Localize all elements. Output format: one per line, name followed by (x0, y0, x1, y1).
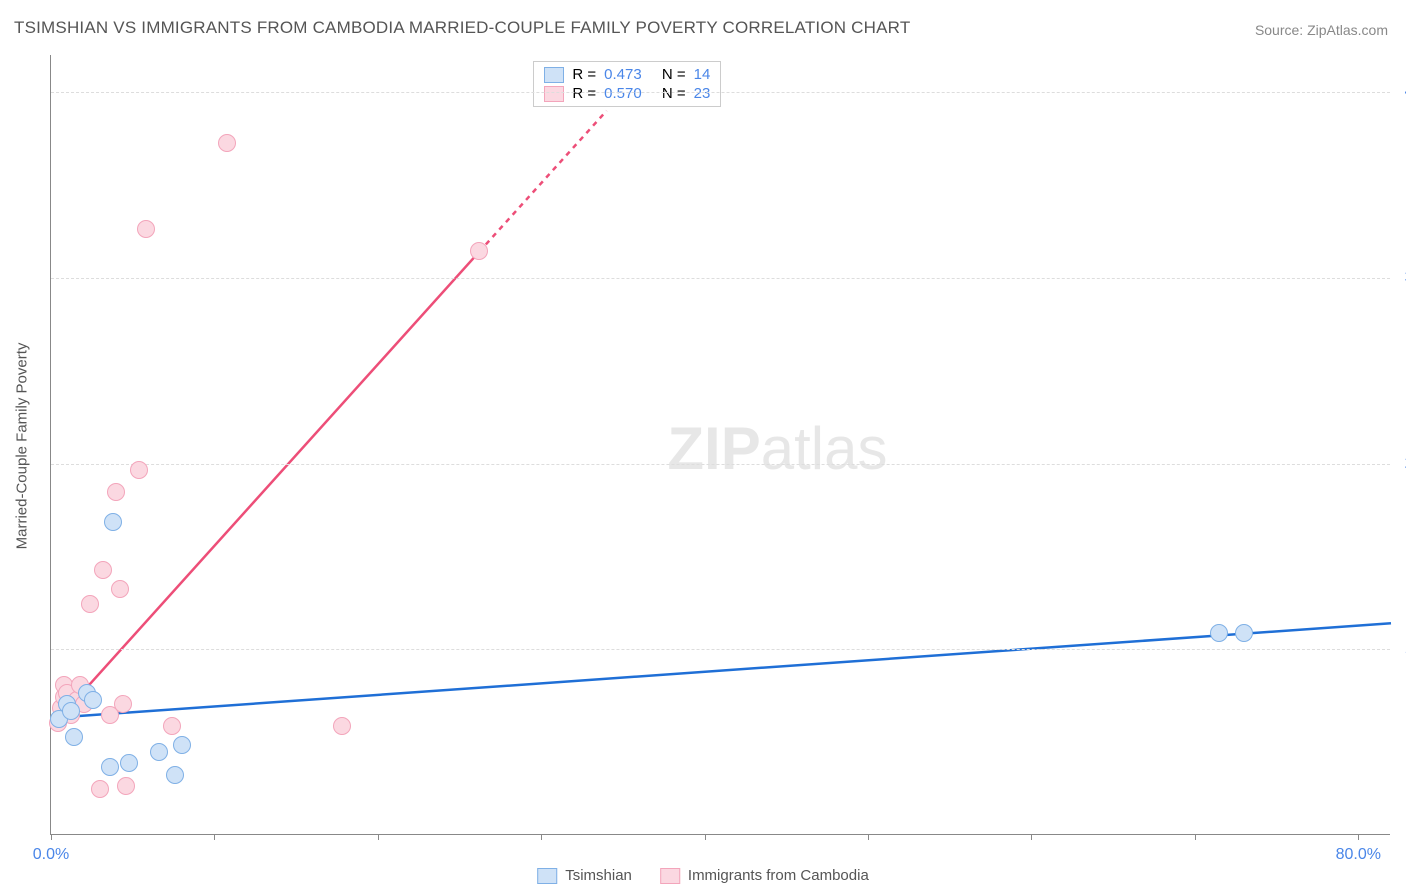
source-label: Source: ZipAtlas.com (1255, 22, 1388, 38)
swatch-series-a-bottom (537, 868, 557, 884)
point-series-b (218, 134, 236, 152)
grid-line (51, 92, 1390, 93)
point-series-a (1235, 624, 1253, 642)
x-tick-label: 80.0% (1336, 846, 1381, 864)
correlation-chart: TSIMSHIAN VS IMMIGRANTS FROM CAMBODIA MA… (0, 0, 1406, 892)
n-value-a: 14 (694, 66, 711, 83)
legend-label-b: Immigrants from Cambodia (688, 867, 869, 884)
x-tick (378, 834, 379, 840)
grid-line (51, 278, 1390, 279)
r-label-a: R = (572, 66, 596, 83)
x-tick (868, 834, 869, 840)
legend-label-a: Tsimshian (565, 867, 632, 884)
series-legend: Tsimshian Immigrants from Cambodia (537, 867, 869, 884)
chart-title: TSIMSHIAN VS IMMIGRANTS FROM CAMBODIA MA… (14, 18, 910, 38)
x-tick (541, 834, 542, 840)
point-series-b (91, 780, 109, 798)
n-value-b: 23 (694, 85, 711, 102)
swatch-series-b (544, 86, 564, 102)
point-series-a (120, 754, 138, 772)
trend-lines-svg (51, 55, 1391, 835)
point-series-a (84, 691, 102, 709)
point-series-b (107, 483, 125, 501)
x-tick-label: 0.0% (33, 846, 69, 864)
x-tick (1358, 834, 1359, 840)
x-tick (705, 834, 706, 840)
point-series-b (130, 461, 148, 479)
point-series-a (104, 513, 122, 531)
x-tick (51, 834, 52, 840)
x-tick (1195, 834, 1196, 840)
point-series-b (333, 717, 351, 735)
point-series-a (62, 702, 80, 720)
swatch-series-a (544, 67, 564, 83)
point-series-a (166, 766, 184, 784)
r-value-a: 0.473 (604, 66, 642, 83)
point-series-b (94, 561, 112, 579)
legend-item-b: Immigrants from Cambodia (660, 867, 869, 884)
point-series-b (470, 242, 488, 260)
grid-line (51, 464, 1390, 465)
point-series-b (111, 580, 129, 598)
r-value-b: 0.570 (604, 85, 642, 102)
x-tick (214, 834, 215, 840)
stats-row-b: R = 0.570 N = 23 (544, 85, 710, 102)
n-label-a: N = (662, 66, 686, 83)
point-series-b (117, 777, 135, 795)
point-series-b (114, 695, 132, 713)
point-series-a (65, 728, 83, 746)
point-series-a (1210, 624, 1228, 642)
plot-area: ZIPatlas R = 0.473 N = 14 R = 0.570 N = … (50, 55, 1390, 835)
n-label-b: N = (662, 85, 686, 102)
point-series-a (101, 758, 119, 776)
grid-line (51, 649, 1390, 650)
point-series-b (81, 595, 99, 613)
point-series-a (173, 736, 191, 754)
swatch-series-b-bottom (660, 868, 680, 884)
legend-item-a: Tsimshian (537, 867, 632, 884)
stats-row-a: R = 0.473 N = 14 (544, 66, 710, 83)
point-series-b (163, 717, 181, 735)
point-series-a (150, 743, 168, 761)
y-axis-label: Married-Couple Family Poverty (14, 343, 31, 550)
stats-legend: R = 0.473 N = 14 R = 0.570 N = 23 (533, 61, 721, 107)
r-label-b: R = (572, 85, 596, 102)
x-tick (1031, 834, 1032, 840)
point-series-b (137, 220, 155, 238)
